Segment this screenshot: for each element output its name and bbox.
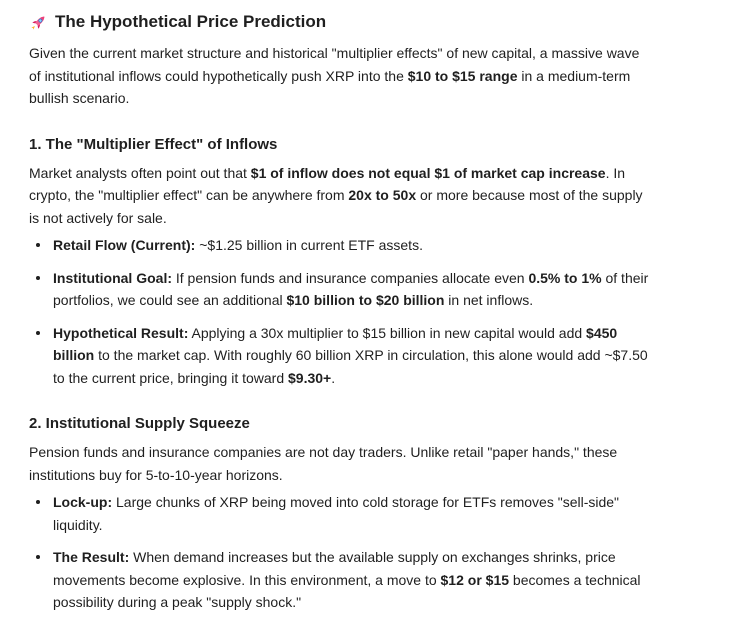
- page-title: The Hypothetical Price Prediction: [29, 10, 651, 34]
- list-item-lock-up: Lock-up: Large chunks of XRP being moved…: [29, 491, 651, 536]
- intro-paragraph: Given the current market structure and h…: [29, 45, 640, 106]
- page-title-text: The Hypothetical Price Prediction: [55, 12, 327, 31]
- section-1-list: Retail Flow (Current): ~$1.25 billion in…: [29, 234, 651, 389]
- list-item-retail-flow: Retail Flow (Current): ~$1.25 billion in…: [29, 234, 651, 257]
- list-item-hypothetical-result: Hypothetical Result: Applying a 30x mult…: [29, 322, 651, 390]
- section-1-paragraph: Market analysts often point out that $1 …: [29, 164, 643, 226]
- list-item-institutional-goal: Institutional Goal: If pension funds and…: [29, 267, 651, 312]
- section-2-paragraph: Pension funds and insurance companies ar…: [29, 444, 618, 483]
- section-1-heading: 1. The "Multiplier Effect" of Inflows: [29, 135, 278, 153]
- rocket-icon: [29, 13, 48, 32]
- article: The Hypothetical Price Prediction Given …: [29, 10, 651, 614]
- list-item-the-result: The Result: When demand increases but th…: [29, 546, 651, 614]
- section-2-list: Lock-up: Large chunks of XRP being moved…: [29, 491, 651, 614]
- section-2-heading: 2. Institutional Supply Squeeze: [29, 415, 250, 432]
